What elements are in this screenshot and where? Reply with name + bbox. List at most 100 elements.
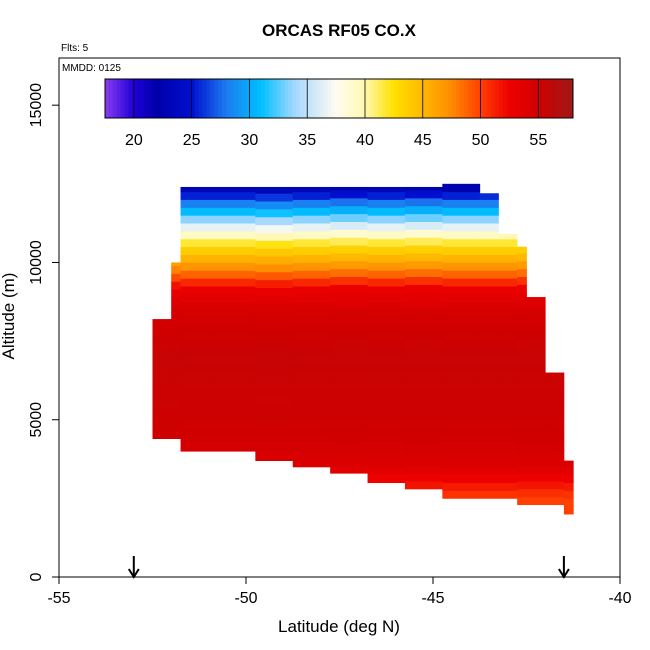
colorbar-segment — [222, 79, 227, 118]
colorbar-segment — [342, 79, 348, 118]
heatmap-cell — [208, 348, 256, 358]
heatmap-cell — [255, 374, 294, 383]
heatmap-cell — [152, 359, 172, 369]
colorbar-segment — [147, 79, 153, 118]
heatmap-cell — [292, 388, 331, 397]
colorbar-segment — [534, 79, 539, 118]
heatmap-cell — [152, 391, 172, 400]
x-axis-label: Latitude (deg N) — [278, 617, 400, 636]
heatmap-cell — [479, 419, 499, 428]
heatmap-cell — [171, 304, 181, 314]
heatmap-cell — [498, 466, 518, 476]
colorbar-segment — [303, 79, 309, 118]
heatmap-cell — [367, 246, 406, 255]
heatmap-cell — [152, 375, 172, 384]
heatmap-cell — [292, 293, 331, 303]
heatmap-cell — [367, 215, 406, 224]
heatmap-cell — [367, 459, 406, 468]
heatmap-cell — [330, 323, 368, 333]
heatmap-cell — [517, 496, 527, 506]
heatmap-cell — [208, 427, 256, 436]
heatmap-cell — [517, 370, 527, 380]
heatmap-cell — [171, 399, 181, 408]
colorbar-segment — [463, 79, 469, 118]
heatmap-cell — [442, 364, 481, 373]
heatmap-cell — [479, 270, 499, 279]
heatmap-cell — [442, 207, 481, 216]
heatmap-cell — [517, 481, 527, 490]
heatmap-cell — [292, 348, 331, 358]
heatmap-cell — [479, 466, 499, 476]
colorbar-segment — [253, 79, 258, 118]
heatmap-cell — [517, 473, 527, 482]
heatmap-cell — [180, 380, 209, 389]
heatmap-cell — [330, 253, 368, 262]
colorbar-segment — [397, 79, 402, 118]
heatmap-cell — [498, 372, 518, 381]
heatmap-cell — [330, 394, 368, 403]
heatmap-cell — [498, 270, 518, 279]
heatmap-cell — [404, 410, 443, 419]
heatmap-cell — [208, 435, 256, 444]
heatmap-cell — [404, 237, 443, 246]
heatmap-cell — [208, 372, 256, 381]
heatmap-cell — [479, 443, 499, 452]
colorbar-segment — [335, 79, 340, 118]
heatmap-cell — [292, 396, 331, 405]
heatmap-cell — [442, 380, 481, 389]
heatmap-cell — [442, 404, 481, 413]
colorbar-segment — [311, 79, 317, 118]
heatmap-cell — [180, 215, 209, 224]
heatmap-cell — [255, 193, 294, 202]
heatmap-cell — [171, 415, 181, 424]
heatmap-cell — [292, 333, 331, 342]
heatmap-cell — [208, 278, 256, 287]
heatmap-cell — [442, 348, 481, 358]
heatmap-cell — [526, 355, 546, 364]
heatmap-cell — [404, 190, 443, 199]
heatmap-cell — [526, 378, 546, 388]
colorbar-segment — [346, 79, 352, 118]
heatmap-cell — [479, 482, 499, 491]
heatmap-cell — [171, 367, 181, 377]
heatmap-cell — [517, 315, 527, 325]
colorbar-segment — [487, 79, 492, 118]
heatmap-cell — [498, 388, 518, 397]
heatmap-cell — [152, 407, 172, 416]
heatmap-cell — [208, 186, 256, 193]
heatmap-cell — [208, 270, 256, 279]
heatmap-cell — [152, 415, 172, 424]
heatmap-cell — [292, 223, 331, 232]
colorbar-segment — [214, 79, 219, 118]
heatmap-cell — [330, 426, 368, 435]
colorbar-segment — [268, 79, 274, 118]
heatmap-cell — [292, 262, 331, 271]
heatmap-cell — [442, 262, 481, 271]
heatmap-cell — [292, 231, 331, 240]
heatmap-cell — [498, 435, 518, 444]
heatmap-cell — [517, 402, 527, 411]
latitude-markers — [127, 556, 570, 579]
colorbar-segment — [241, 79, 246, 118]
colorbar-segment — [179, 79, 184, 118]
heatmap-cell — [367, 419, 406, 428]
heatmap-cell — [526, 402, 546, 411]
heatmap-cell — [292, 419, 331, 428]
colorbar-segment — [456, 79, 461, 118]
heatmap-cell — [498, 396, 518, 405]
heatmap-cell — [404, 339, 443, 348]
heatmap-cell — [526, 449, 546, 458]
heatmap-cell — [442, 490, 481, 499]
heatmap-cell — [479, 223, 499, 232]
heatmap-cell — [526, 339, 546, 348]
heatmap-cell — [545, 372, 565, 380]
colorbar-segment — [264, 79, 270, 118]
heatmap-cell — [545, 449, 565, 458]
heatmap-cell — [255, 279, 294, 289]
heatmap-cell — [330, 441, 368, 451]
colorbar-segment — [479, 79, 484, 118]
heatmap-cell — [563, 490, 574, 499]
heatmap-cell — [330, 205, 368, 215]
colorbar-segment — [108, 79, 114, 118]
heatmap-cell — [171, 344, 181, 353]
